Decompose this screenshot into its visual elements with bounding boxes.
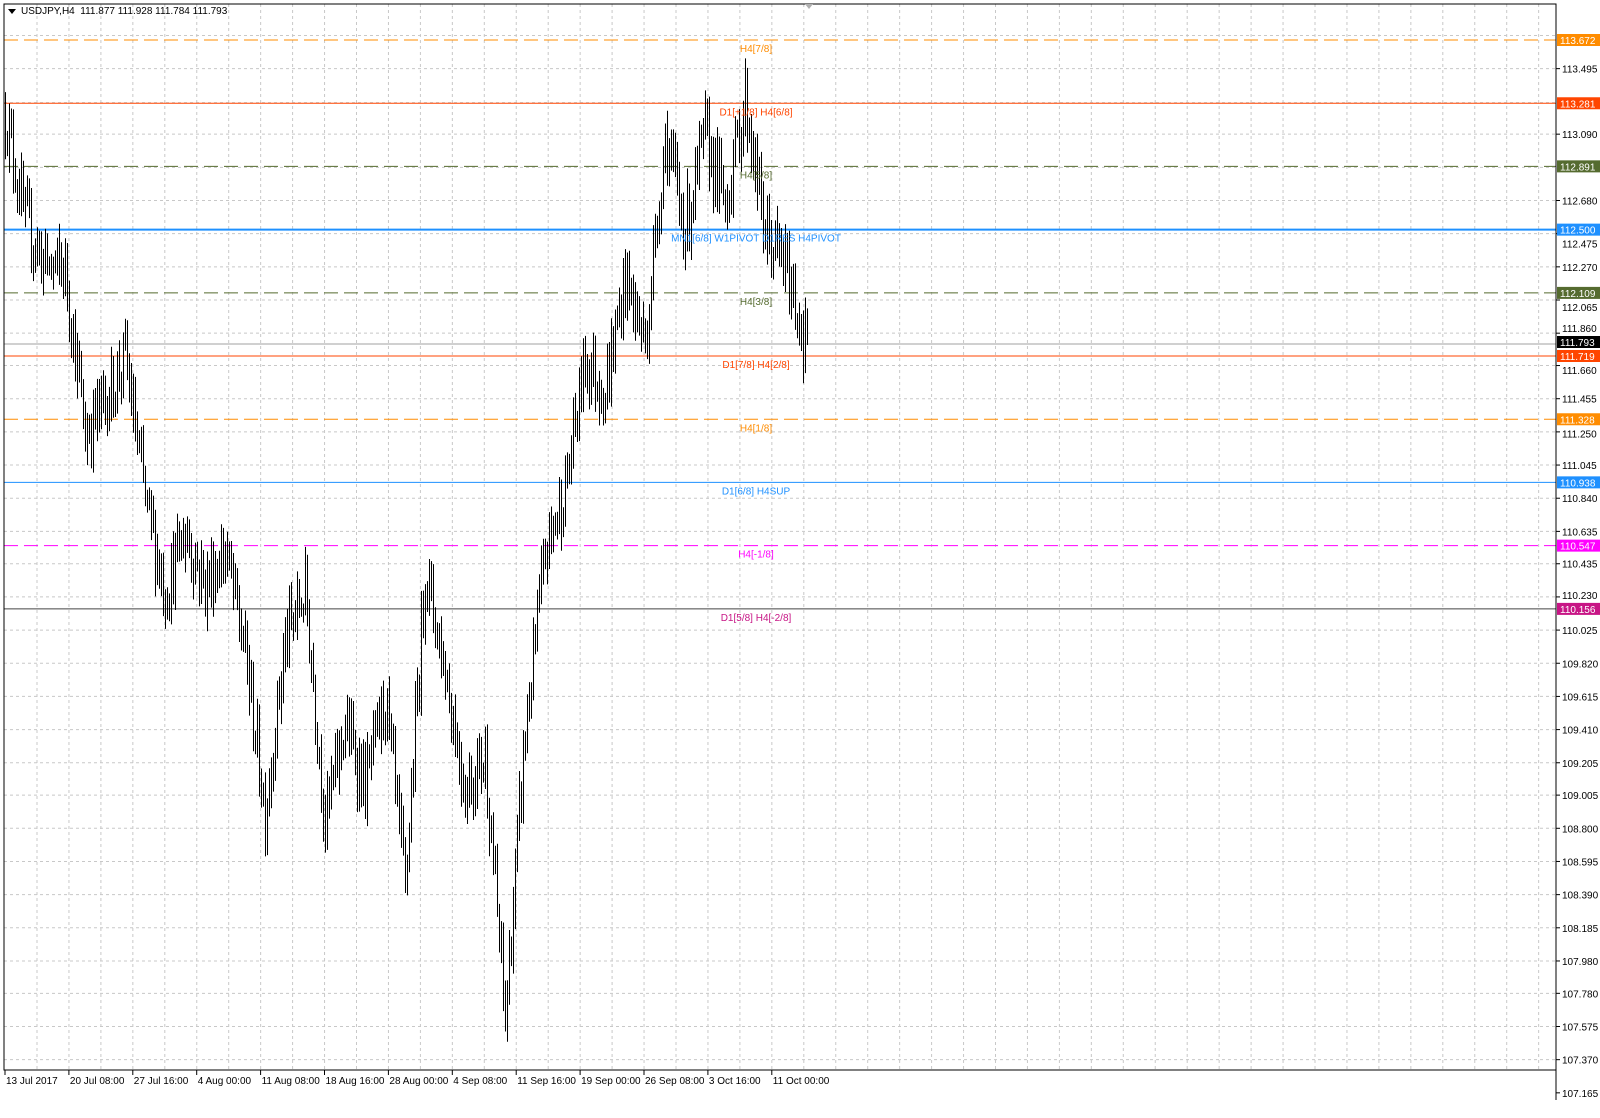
price-tick-label: 109.615 [1562,692,1599,703]
price-tag [1557,349,1600,362]
grid [4,4,1556,1070]
price-tick-label: 108.595 [1562,857,1599,868]
symbol-timeframe: USDJPY,H4 [21,6,75,17]
level-lines [4,39,1556,610]
price-tick-label: 108.800 [1562,824,1599,835]
time-tick-label: 19 Sep 00:00 [581,1076,641,1087]
time-tick-label: 27 Jul 16:00 [134,1076,189,1087]
time-tick-label: 18 Aug 16:00 [326,1076,385,1087]
price-tick-label: 112.270 [1562,263,1598,274]
price-tick-label: 112.680 [1562,197,1598,208]
price-tick-label: 110.840 [1562,494,1598,505]
price-tags: 113.672 113.281 112.891 112.500 112.109 111.7… [1557,34,1600,616]
current-price-tag-label: 111.793 [1560,338,1595,349]
time-tick-label: 4 Aug 00:00 [198,1076,252,1087]
price-tag [1557,223,1600,236]
price-tick-label: 107.575 [1562,1022,1599,1033]
level-label: D1[+1/8] H4[6/8] [719,107,792,118]
price-tag-label: 111.328 [1560,415,1595,426]
plot-frame [3,3,1557,1071]
time-tick-label: 4 Sep 08:00 [453,1076,507,1087]
level-label: H4[5/8] [740,170,772,181]
price-tag-label: 111.719 [1560,352,1595,363]
price-tag-label: 112.891 [1560,162,1596,173]
price-tick-label: 110.230 [1562,591,1598,602]
price-tag-label: 112.500 [1560,226,1596,237]
price-tick-label: 110.435 [1562,560,1598,571]
price-tag [1557,97,1600,110]
price-tag-label: 110.547 [1560,542,1596,553]
price-tag-label: 110.938 [1560,478,1596,489]
dropdown-triangle-icon[interactable] [8,8,16,14]
level-label: H4[-1/8] [738,550,774,561]
level-label: H4[7/8] [740,44,772,55]
price-tick-label: 112.475 [1562,240,1598,251]
level-label: D1[7/8] H4[2/8] [722,360,789,371]
price-tick-label: 113.090 [1562,130,1598,141]
time-tick-label: 28 Aug 00:00 [389,1076,448,1087]
price-tick-label: 107.980 [1562,957,1599,968]
time-tick-label: 11 Oct 00:00 [773,1076,830,1087]
price-tag-label: 113.672 [1560,36,1596,47]
level-labels: H4[7/8] D1[+1/8] H4[6/8] H4[5/8] MN1[6/8] W… [671,44,841,624]
level-label: H4[1/8] [740,423,772,434]
price-tick-label: 107.165 [1562,1089,1599,1100]
price-tick-label: 107.780 [1562,989,1599,1000]
price-tag [1557,286,1600,299]
price-tag [1557,160,1600,173]
price-tick-label: 112.065 [1562,303,1598,314]
level-label: D1[6/8] H4SUP [722,486,791,497]
price-tick-label: 109.410 [1562,726,1599,737]
ohlc-readout: 111.877 111.928 111.784 111.793 [80,6,228,17]
level-label: H4[3/8] [740,297,772,308]
time-tick-label: 26 Sep 08:00 [645,1076,705,1087]
current-price-tag [1557,335,1600,348]
level-label: D1[5/8] H4[-2/8] [721,613,792,624]
price-tag-label: 113.281 [1560,99,1596,110]
price-tick-label: 111.250 [1562,429,1597,440]
price-bars [5,58,808,1042]
price-tag [1557,539,1600,552]
time-tick-label: 11 Aug 08:00 [262,1076,321,1087]
price-tick-label: 111.045 [1562,461,1597,472]
price-tick-label: 110.635 [1562,527,1598,538]
time-axis[interactable]: 13 Jul 2017 20 Jul 08:00 27 Jul 16:00 4 Aug… [4,1070,830,1087]
chart-shift-marker-icon[interactable] [805,4,813,9]
price-tick-label: 113.495 [1562,65,1598,76]
price-tick-label: 111.860 [1562,324,1597,335]
time-tick-label: 3 Oct 16:00 [709,1076,761,1087]
level-label: MN1[6/8] W1PIVOT D1RES H4PIVOT [671,234,841,245]
price-tick-label: 109.820 [1562,659,1599,670]
price-tag [1557,602,1600,615]
price-axis[interactable]: 113.495 113.090 112.680 112.475 112.270 112.0… [1556,65,1599,1100]
price-tick-label: 111.660 [1562,366,1597,377]
price-tag-label: 110.156 [1560,605,1596,616]
chart-title: USDJPY,H4 111.877 111.928 111.784 111.79… [8,6,227,17]
price-tick-label: 107.370 [1562,1056,1599,1067]
price-tick-label: 110.025 [1562,626,1598,637]
price-tick-label: 111.455 [1562,395,1597,406]
time-tick-label: 11 Sep 16:00 [517,1076,576,1087]
price-tick-label: 109.005 [1562,791,1599,802]
price-tag-label: 112.109 [1560,289,1596,300]
time-tick-label: 20 Jul 08:00 [70,1076,125,1087]
price-tag [1557,413,1600,426]
time-tick-label: 13 Jul 2017 [6,1076,58,1087]
price-tag [1557,476,1600,489]
price-tick-label: 108.390 [1562,891,1599,902]
price-tick-label: 109.205 [1562,759,1599,770]
price-tag [1557,34,1600,46]
price-tick-label: 108.185 [1562,924,1599,935]
